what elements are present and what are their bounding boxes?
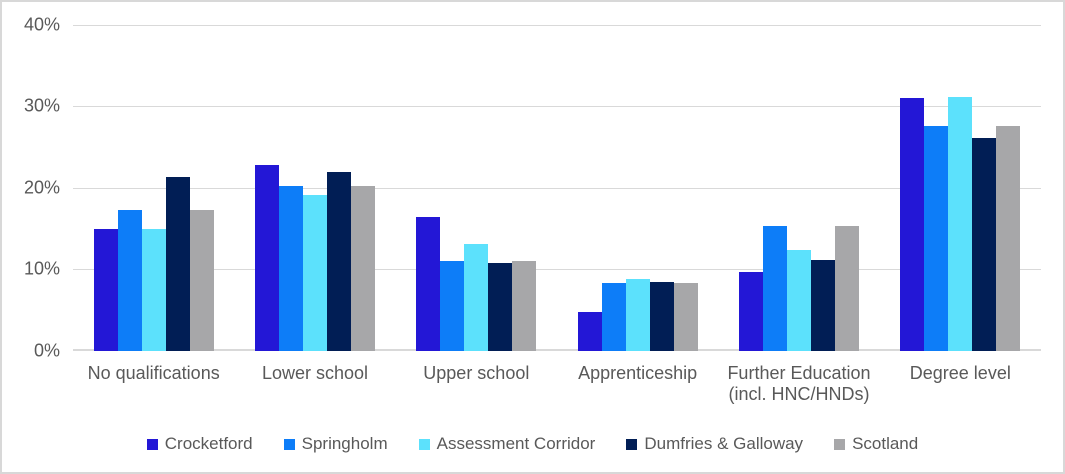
y-axis-tick-labels: 0% 10% 20% 30% 40%: [8, 15, 60, 361]
bar: [900, 98, 925, 351]
bar: [577, 312, 602, 351]
bar: [440, 261, 465, 351]
bar: [93, 229, 118, 351]
legend-label: Dumfries & Galloway: [644, 434, 804, 453]
bar: [326, 172, 351, 351]
y-tick-label: 30%: [23, 95, 60, 116]
legend-swatch-icon: [834, 438, 846, 450]
gridline: [73, 269, 1041, 270]
x-category-label: Apprenticeship: [578, 363, 698, 383]
x-category-label: Degree level: [909, 363, 1011, 383]
x-category-label: Upper school: [423, 363, 530, 383]
legend-swatch-icon: [626, 438, 638, 450]
legend-item: Assessment Corridor: [418, 434, 596, 454]
bar: [834, 226, 859, 351]
legend-item: Springholm: [283, 434, 388, 454]
legend-swatch-icon: [418, 438, 430, 450]
bar-group: [557, 25, 718, 351]
bar: [762, 226, 787, 351]
bar: [512, 261, 537, 351]
y-tick-label: 20%: [23, 177, 60, 198]
x-axis-category-labels: No qualifications Lower school Upper schoo…: [73, 363, 1041, 405]
gridline: [73, 25, 1041, 26]
bar: [278, 186, 303, 351]
bar-groups: [73, 25, 1041, 351]
bar: [810, 260, 835, 351]
bar: [972, 138, 997, 351]
y-tick-label: 10%: [23, 258, 60, 279]
bar: [117, 210, 142, 351]
x-axis-line: [73, 349, 1041, 351]
bar: [302, 195, 327, 351]
bar: [416, 217, 441, 351]
bar: [141, 229, 166, 351]
bar-group: [396, 25, 557, 351]
legend-label: Springholm: [301, 434, 388, 453]
bar: [488, 263, 513, 351]
bar: [786, 250, 811, 351]
bar: [673, 283, 698, 351]
legend-item: Crocketford: [146, 434, 253, 454]
bar: [254, 165, 279, 351]
bar: [738, 272, 763, 351]
bar: [350, 186, 375, 351]
bar: [601, 283, 626, 351]
bar: [924, 126, 949, 351]
bar-group: [880, 25, 1041, 351]
bar: [996, 126, 1021, 351]
legend-item: Dumfries & Galloway: [626, 434, 803, 454]
gridline: [73, 106, 1041, 107]
bar: [948, 97, 973, 351]
bar-group: [73, 25, 234, 351]
legend-swatch-icon: [283, 438, 295, 450]
legend-label: Crocketford: [164, 434, 253, 453]
bar: [165, 177, 190, 351]
bar: [649, 282, 674, 351]
bar: [464, 244, 489, 351]
x-category-label: No qualifications: [87, 363, 220, 383]
bar: [625, 279, 650, 351]
legend-item: Scotland: [834, 434, 918, 454]
chart-legend: Crocketford Springholm Assessment Corridor…: [2, 434, 1063, 454]
y-tick-label: 40%: [23, 14, 60, 35]
bar-group: [718, 25, 879, 351]
legend-label: Assessment Corridor: [436, 434, 596, 453]
x-category-label: Further Education (incl. HNC/HNDs): [727, 363, 871, 405]
bar: [189, 210, 214, 351]
plot-area: [73, 25, 1041, 351]
legend-swatch-icon: [146, 438, 158, 450]
x-category-label: Lower school: [261, 363, 369, 383]
bar-group: [234, 25, 395, 351]
y-tick-label: 0%: [33, 340, 60, 361]
gridline: [73, 188, 1041, 189]
legend-label: Scotland: [852, 434, 919, 453]
